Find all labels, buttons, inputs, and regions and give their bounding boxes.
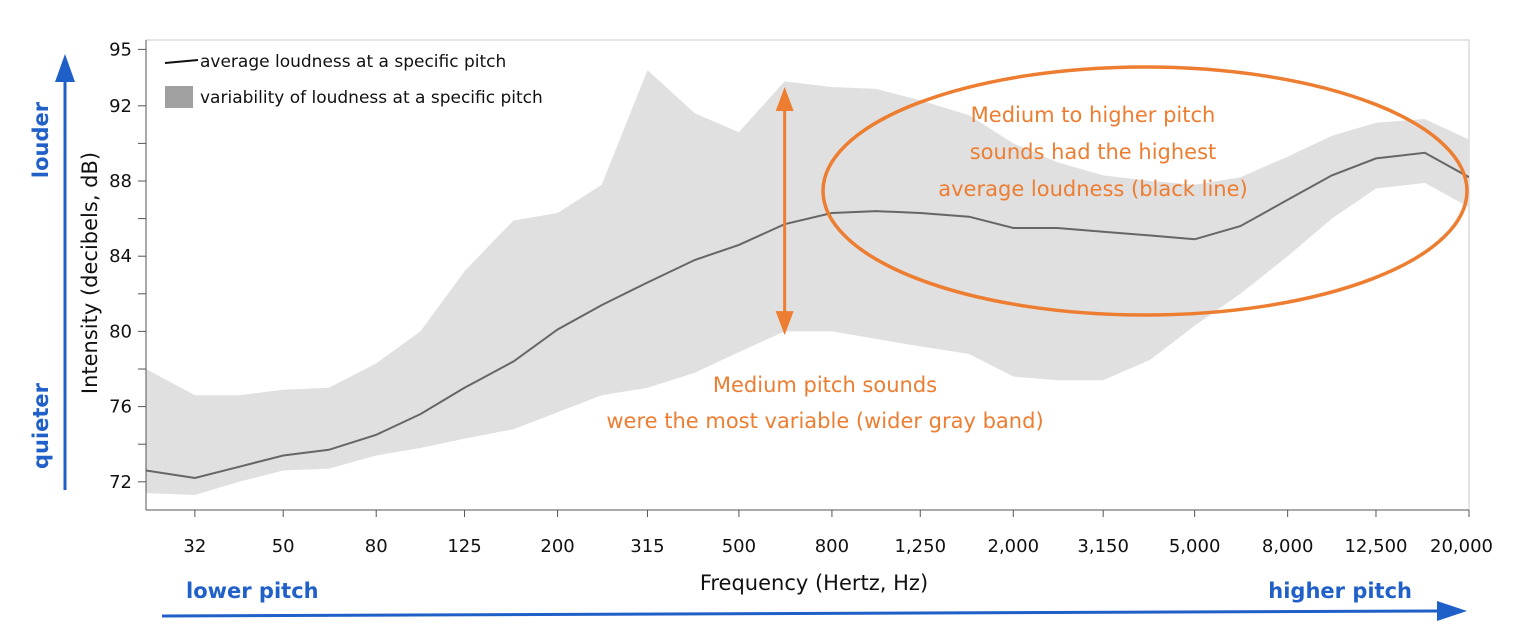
x-tick-label: 50: [272, 536, 295, 557]
louder-label: louder: [29, 101, 53, 178]
x-tick-label: 32: [183, 536, 206, 557]
x-axis-title: Frequency (Hertz, Hz): [700, 571, 928, 595]
legend-label-average: average loudness at a specific pitch: [200, 52, 506, 72]
high-pitch-annotation-line-2: sounds had the highest: [970, 140, 1217, 164]
variability-annotation-line-2: were the most variable (wider gray band): [606, 409, 1043, 433]
legend-line-swatch: [164, 59, 199, 64]
y-axis-title: Intensity (decibels, dB): [78, 152, 102, 394]
x-tick-label: 315: [630, 536, 664, 557]
x-tick-label: 5,000: [1169, 536, 1221, 557]
x-tick-label: 200: [540, 536, 574, 557]
x-tick-label: 8,000: [1262, 536, 1314, 557]
y-tick-label: 80: [109, 321, 132, 342]
legend-band-swatch: [165, 86, 193, 108]
x-tick-label: 12,500: [1344, 536, 1407, 557]
x-tick-label: 500: [722, 536, 756, 557]
x-tick-label: 125: [447, 536, 481, 557]
y-tick-label: 88: [109, 171, 132, 192]
y-tick-label: 95: [109, 39, 132, 60]
pitch-arrow-head: [1437, 601, 1467, 621]
legend: average loudness at a specific pitch var…: [164, 52, 543, 108]
x-tick-label: 3,150: [1077, 536, 1129, 557]
average-loudness-line: [146, 151, 1469, 480]
y-tick-label: 84: [109, 246, 132, 267]
loudness-arrow-head: [55, 54, 75, 82]
x-tick-label: 1,250: [894, 536, 946, 557]
variability-annotation-line-1: Medium pitch sounds: [713, 373, 937, 397]
highlight-ellipse: [821, 65, 1469, 317]
x-tick-label: 20,000: [1430, 536, 1493, 557]
y-tick-label: 76: [109, 397, 132, 418]
lower-pitch-label: lower pitch: [186, 579, 319, 603]
variability-arrow-head-top: [775, 87, 794, 111]
variability-band: [146, 70, 1469, 495]
y-tick-label: 72: [109, 472, 132, 493]
quieter-label: quieter: [29, 382, 53, 469]
higher-pitch-label: higher pitch: [1268, 579, 1412, 603]
high-pitch-annotation-line-3: average loudness (black line): [938, 177, 1247, 201]
high-pitch-annotation-line-1: Medium to higher pitch: [971, 103, 1216, 127]
legend-label-variability: variability of loudness at a specific pi…: [200, 88, 543, 108]
pitch-arrow-shaft: [161, 609, 1441, 618]
x-tick-label: 800: [815, 536, 849, 557]
y-tick-label: 92: [109, 96, 132, 117]
x-tick-label: 2,000: [988, 536, 1040, 557]
x-tick-label: 80: [365, 536, 388, 557]
variability-arrow-head-bottom: [775, 311, 794, 336]
